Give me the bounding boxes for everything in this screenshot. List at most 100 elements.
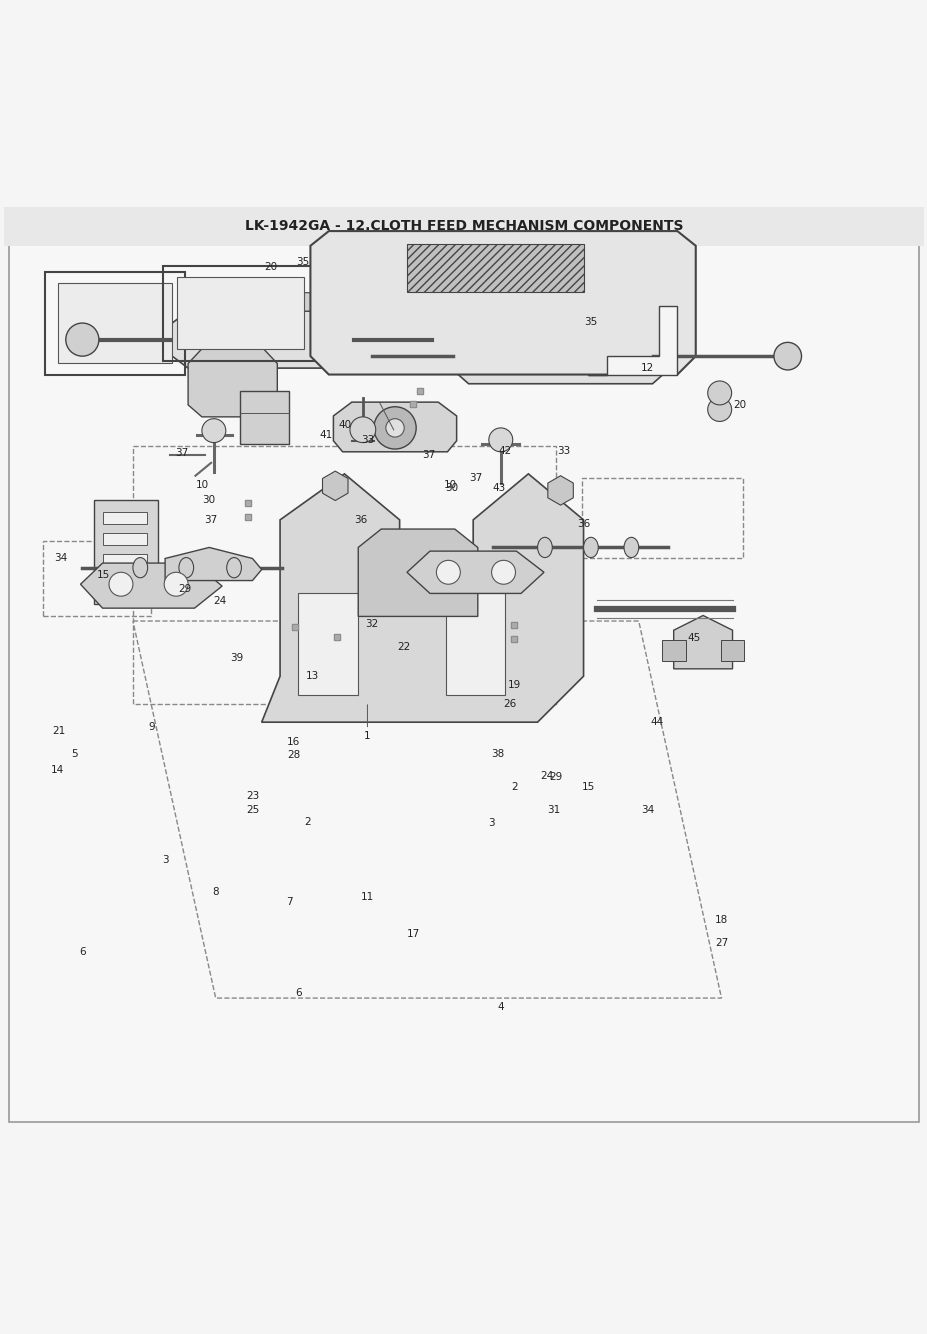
Text: 29: 29 xyxy=(549,772,562,782)
Bar xyxy=(177,277,304,348)
Text: 44: 44 xyxy=(650,718,663,727)
Text: 4: 4 xyxy=(497,1002,503,1013)
Text: 40: 40 xyxy=(338,420,351,430)
Circle shape xyxy=(436,560,460,584)
FancyBboxPatch shape xyxy=(4,207,923,245)
Text: 37: 37 xyxy=(422,451,435,460)
Text: 3: 3 xyxy=(161,855,168,866)
Polygon shape xyxy=(165,547,261,580)
Ellipse shape xyxy=(179,558,194,578)
Bar xyxy=(407,244,584,292)
Polygon shape xyxy=(358,530,477,616)
Text: 20: 20 xyxy=(732,400,745,410)
Bar xyxy=(104,532,146,544)
Text: 31: 31 xyxy=(547,804,560,815)
Circle shape xyxy=(491,560,514,584)
Bar xyxy=(163,265,317,360)
Text: 38: 38 xyxy=(491,750,504,759)
Text: 12: 12 xyxy=(641,363,654,374)
Text: 42: 42 xyxy=(498,446,512,456)
Bar xyxy=(719,640,743,660)
Text: 2: 2 xyxy=(511,782,517,791)
Text: 37: 37 xyxy=(175,448,188,458)
Ellipse shape xyxy=(537,538,552,558)
Polygon shape xyxy=(588,307,677,375)
Text: 33: 33 xyxy=(361,435,374,444)
Text: 3: 3 xyxy=(488,818,494,828)
Text: 8: 8 xyxy=(212,887,219,898)
Text: 26: 26 xyxy=(502,699,516,708)
Circle shape xyxy=(489,428,513,452)
Bar xyxy=(44,272,185,375)
Text: 16: 16 xyxy=(287,738,300,747)
Text: 33: 33 xyxy=(556,446,569,456)
Polygon shape xyxy=(407,551,543,594)
Text: 36: 36 xyxy=(577,519,590,530)
Circle shape xyxy=(707,382,730,406)
Text: 18: 18 xyxy=(714,915,728,924)
Text: 34: 34 xyxy=(55,554,68,563)
Text: 17: 17 xyxy=(406,928,420,939)
Text: 15: 15 xyxy=(581,782,594,791)
Text: 30: 30 xyxy=(445,483,458,492)
Text: 22: 22 xyxy=(397,642,411,652)
Circle shape xyxy=(707,398,730,422)
Text: 7: 7 xyxy=(286,896,292,907)
Bar xyxy=(104,554,146,566)
Text: 28: 28 xyxy=(287,750,300,760)
Polygon shape xyxy=(673,615,731,668)
Text: 19: 19 xyxy=(507,680,521,691)
Ellipse shape xyxy=(133,558,147,578)
Bar xyxy=(298,594,358,695)
Polygon shape xyxy=(95,500,158,604)
Text: 45: 45 xyxy=(687,632,700,643)
Circle shape xyxy=(108,572,133,596)
Text: 27: 27 xyxy=(714,938,728,948)
Circle shape xyxy=(164,572,188,596)
Circle shape xyxy=(66,323,99,356)
Text: 35: 35 xyxy=(584,317,597,327)
Polygon shape xyxy=(333,402,456,452)
Ellipse shape xyxy=(623,538,638,558)
FancyBboxPatch shape xyxy=(8,212,919,1122)
Text: LK-1942GA - 12.CLOTH FEED MECHANISM COMPONENTS: LK-1942GA - 12.CLOTH FEED MECHANISM COMP… xyxy=(245,220,682,233)
Text: 20: 20 xyxy=(264,261,277,272)
Circle shape xyxy=(773,343,801,370)
Bar xyxy=(661,640,685,660)
Circle shape xyxy=(202,419,225,443)
Text: 11: 11 xyxy=(361,892,374,902)
Polygon shape xyxy=(261,474,583,722)
Text: 1: 1 xyxy=(363,731,371,740)
Text: 9: 9 xyxy=(147,722,155,732)
Text: 10: 10 xyxy=(443,480,456,490)
Text: 37: 37 xyxy=(204,515,218,524)
Ellipse shape xyxy=(583,538,598,558)
Bar xyxy=(43,542,151,616)
Text: 32: 32 xyxy=(365,619,378,628)
Polygon shape xyxy=(547,476,573,506)
Text: 23: 23 xyxy=(246,791,259,800)
Polygon shape xyxy=(188,348,277,416)
Text: 5: 5 xyxy=(71,750,78,759)
Text: 41: 41 xyxy=(319,431,332,440)
Text: 6: 6 xyxy=(295,988,301,998)
Polygon shape xyxy=(323,471,348,500)
Polygon shape xyxy=(170,311,372,368)
Polygon shape xyxy=(81,563,222,608)
Text: 24: 24 xyxy=(213,596,227,606)
Circle shape xyxy=(386,419,404,438)
Text: 25: 25 xyxy=(246,804,259,815)
Circle shape xyxy=(349,416,375,443)
Text: 36: 36 xyxy=(354,515,367,524)
Text: 6: 6 xyxy=(79,947,85,956)
Polygon shape xyxy=(239,391,289,443)
Text: 30: 30 xyxy=(201,495,215,504)
Text: 39: 39 xyxy=(230,652,243,663)
Text: 2: 2 xyxy=(304,816,311,827)
Circle shape xyxy=(374,407,415,450)
Text: 15: 15 xyxy=(96,570,110,580)
Text: 14: 14 xyxy=(51,764,64,775)
Text: 24: 24 xyxy=(540,771,552,780)
Text: 29: 29 xyxy=(179,584,192,594)
Bar xyxy=(104,575,146,587)
